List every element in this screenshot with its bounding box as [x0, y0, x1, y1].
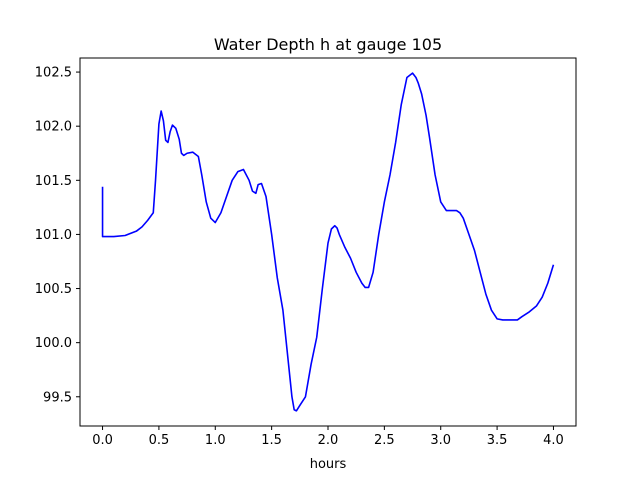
y-tick-label: 99.5: [43, 390, 72, 405]
x-axis-label: hours: [310, 457, 347, 472]
x-tick-label: 0.0: [92, 433, 113, 448]
y-axis: 99.5 100.0 100.5 101.0 101.5 102.0 102.5: [35, 66, 80, 405]
x-axis: 0.0 0.5 1.0 1.5 2.0 2.5 3.0 3.5 4.0: [92, 426, 564, 448]
y-tick-label: 101.0: [35, 228, 72, 243]
series-line-0: [101, 72, 555, 412]
y-tick-label: 101.5: [35, 174, 72, 189]
y-tick-label: 102.0: [35, 120, 72, 135]
x-tick-label: 2.5: [374, 433, 395, 448]
chart-title: Water Depth h at gauge 105: [214, 35, 442, 54]
y-tick-label: 100.0: [35, 336, 72, 351]
x-tick-label: 2.0: [318, 433, 339, 448]
y-tick-label: 100.5: [35, 282, 72, 297]
x-tick-label: 1.5: [261, 433, 282, 448]
x-tick-label: 1.0: [205, 433, 226, 448]
x-tick-label: 3.5: [487, 433, 508, 448]
x-tick-label: 0.5: [149, 433, 170, 448]
x-tick-label: 3.0: [430, 433, 451, 448]
y-tick-label: 102.5: [35, 66, 72, 81]
x-tick-label: 4.0: [543, 433, 564, 448]
